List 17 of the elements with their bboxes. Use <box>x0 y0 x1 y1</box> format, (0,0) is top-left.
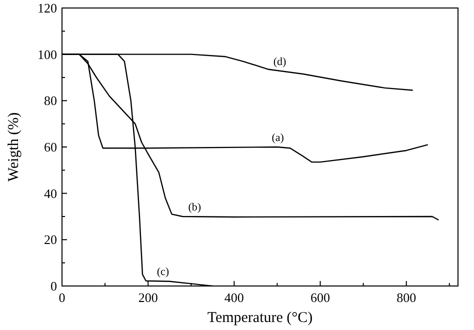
x-tick-label: 400 <box>224 290 244 305</box>
x-axis-title: Temperature (°C) <box>207 310 313 326</box>
y-tick-label: 60 <box>44 140 57 154</box>
x-tick-label: 600 <box>310 290 330 305</box>
y-tick-label: 120 <box>38 0 57 16</box>
series-label: (a) <box>272 132 284 144</box>
series-label: (c) <box>156 266 170 278</box>
x-tick-label: 800 <box>396 290 416 305</box>
y-axis-title: Weigth (%) <box>6 112 22 182</box>
series-label: (d) <box>273 56 287 68</box>
y-tick-label: 80 <box>44 93 57 108</box>
series-label: (b) <box>188 202 202 214</box>
x-tick-label: 200 <box>138 290 158 305</box>
y-tick-label: 20 <box>44 232 57 248</box>
y-tick-label: 40 <box>44 186 57 201</box>
y-tick-label: 100 <box>38 46 57 62</box>
y-tick-label: 0 <box>50 278 57 294</box>
